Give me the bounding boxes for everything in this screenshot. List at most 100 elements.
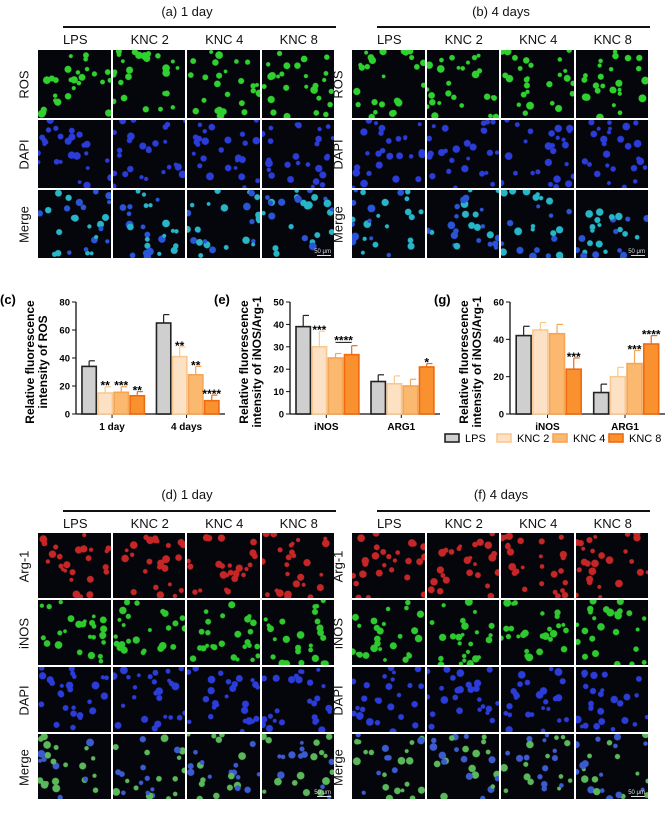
y-tick-label: 0: [279, 410, 284, 421]
row-label: Merge: [16, 206, 32, 243]
micrograph-dapi: [352, 120, 425, 188]
scale-bar: 50 μm: [628, 249, 645, 255]
row-label: iNOS: [330, 617, 346, 649]
legend-label: KNC 2: [517, 433, 549, 445]
significance-label: ***: [114, 379, 128, 393]
micrograph-ros: [352, 50, 425, 118]
micrograph-merge: [426, 190, 499, 258]
micrograph-merge: [112, 734, 185, 799]
micrograph-dapi: [426, 667, 499, 732]
micrograph-merge: [352, 190, 425, 258]
panel-label: (g): [434, 292, 451, 307]
legend-swatch: [496, 433, 512, 443]
column-label: LPS: [376, 32, 402, 47]
micrograph-dapi: [38, 667, 111, 732]
y-tick-label: 40: [59, 354, 70, 365]
scale-bar: 50 μm: [314, 790, 331, 796]
y-tick-label: 80: [59, 298, 70, 309]
significance-label: **: [175, 339, 185, 353]
micrograph-dapi: [501, 120, 574, 188]
bar-knc4: [626, 362, 643, 415]
x-tick-label: ARG1: [611, 422, 639, 433]
micrograph-merge: [38, 734, 111, 799]
row-label: DAPI: [330, 139, 346, 170]
micrograph-merge: 50 μm: [575, 734, 648, 799]
y-tick-label: 60: [493, 298, 504, 309]
bar-knc2: [171, 355, 188, 415]
group-title: (f) 4 days: [473, 487, 529, 502]
micrograph-arg-1: [501, 533, 574, 598]
x-tick-label: iNOS: [535, 422, 560, 433]
bar-knc8: [129, 394, 146, 415]
row-label: Merge: [330, 206, 346, 243]
y-tick-label: 30: [273, 342, 284, 353]
micrograph-inos: [352, 600, 425, 665]
significance-label: ****: [202, 387, 221, 401]
y-axis-title: Relative fluorescence: [457, 300, 471, 424]
bar-knc8: [343, 353, 360, 415]
bar-knc8: [418, 366, 435, 415]
y-tick-label: 20: [493, 372, 504, 383]
row-label: Merge: [330, 748, 346, 786]
row-label: Arg-1: [330, 550, 346, 582]
y-axis-title: Relative fluorescence: [23, 300, 37, 424]
row-label: DAPI: [16, 684, 32, 716]
y-axis-title: intensity of iNOS/Arg-1: [470, 296, 484, 428]
panel-label: (c): [0, 292, 16, 307]
significance-label: ***: [567, 350, 581, 364]
micrograph-inos: [501, 600, 574, 665]
row-label: Arg-1: [16, 550, 32, 582]
micrograph-dapi: [575, 667, 648, 732]
bar-lps: [81, 365, 98, 415]
micrograph-dapi: [575, 120, 648, 188]
row-label: DAPI: [16, 139, 32, 170]
y-tick-label: 10: [273, 387, 284, 398]
y-tick-label: 50: [273, 298, 284, 309]
column-label: KNC 4: [205, 32, 244, 47]
row-label: ROS: [16, 70, 32, 99]
column-label: KNC 4: [519, 32, 558, 47]
column-label: KNC 4: [205, 516, 244, 531]
x-tick-label: ARG1: [387, 422, 415, 433]
significance-label: **: [100, 379, 110, 393]
micrograph-arg-1: [352, 533, 425, 598]
bar-knc8: [565, 368, 582, 415]
significance-label: **: [191, 358, 201, 372]
column-label: KNC 2: [130, 516, 169, 531]
significance-label: ***: [312, 323, 326, 337]
legend-label: LPS: [465, 433, 486, 445]
significance-label: ****: [334, 333, 353, 347]
significance-label: ***: [628, 343, 642, 357]
bar-knc8: [642, 343, 660, 415]
y-axis-title: intensity of iNOS/Arg-1: [250, 296, 264, 428]
micrograph-ros: [426, 50, 499, 118]
micrograph-ros: [38, 50, 111, 118]
legend-label: KNC 8: [629, 433, 661, 445]
micrograph-inos: [261, 600, 334, 665]
x-tick-label: 1 day: [99, 422, 125, 433]
group-title: (d) 1 day: [161, 487, 213, 502]
y-axis-title: Relative fluorescence: [237, 300, 251, 424]
micrograph-inos: [187, 600, 260, 665]
micrograph-inos: [38, 600, 111, 665]
column-label: KNC 2: [444, 32, 483, 47]
bar-knc4: [548, 332, 566, 415]
y-tick-label: 60: [59, 326, 70, 337]
bar-lps: [370, 380, 387, 415]
micrograph-dapi: [261, 667, 334, 732]
micrograph-dapi: [187, 120, 260, 188]
legend-swatch: [608, 433, 624, 443]
bar-knc8: [203, 399, 220, 415]
row-label: ROS: [330, 70, 346, 99]
panel-label: (e): [214, 292, 230, 307]
micrograph-ros: [261, 50, 334, 118]
column-label: KNC 4: [519, 516, 558, 531]
micrograph-arg-1: [261, 533, 334, 598]
bar-knc2: [311, 345, 328, 415]
significance-label: *: [424, 356, 429, 370]
significance-label: ****: [642, 328, 661, 342]
micrograph-ros: [575, 50, 648, 118]
micrograph-merge: [501, 190, 574, 258]
micrograph-arg-1: [575, 533, 648, 598]
column-label: KNC 8: [593, 516, 632, 531]
